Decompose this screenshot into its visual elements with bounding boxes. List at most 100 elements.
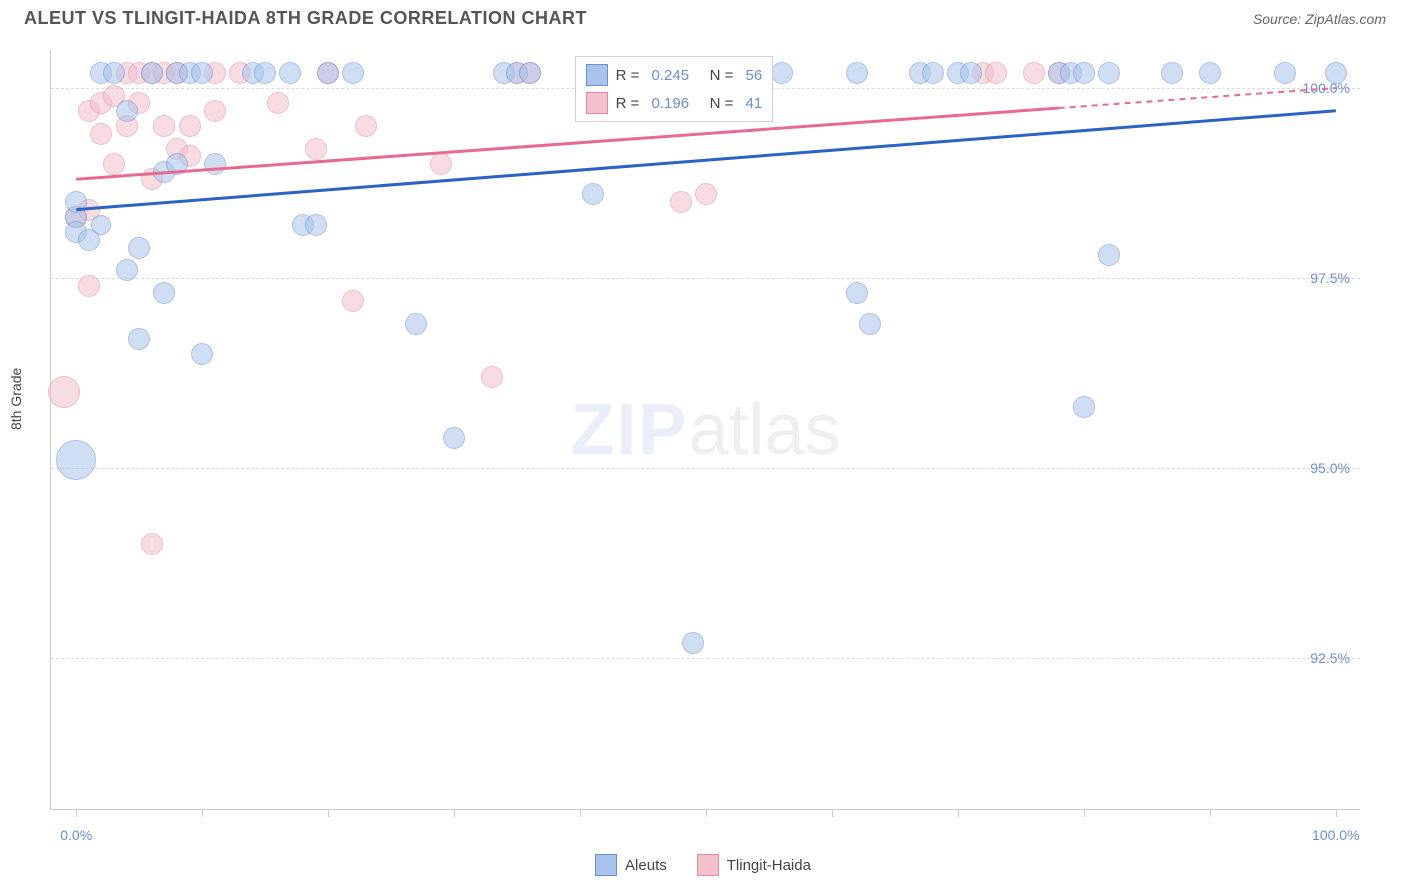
scatter-point-a <box>1098 244 1120 266</box>
xtick <box>1336 809 1337 817</box>
watermark-atlas: atlas <box>688 390 840 470</box>
scatter-point-a <box>191 343 213 365</box>
scatter-point-a <box>116 100 138 122</box>
chart-source: Source: ZipAtlas.com <box>1253 11 1386 27</box>
scatter-point-b <box>204 100 226 122</box>
scatter-point-b <box>179 115 201 137</box>
scatter-point-b <box>355 115 377 137</box>
scatter-point-a <box>65 191 87 213</box>
legend-item-aleuts: Aleuts <box>595 854 667 876</box>
scatter-point-a <box>103 62 125 84</box>
scatter-point-a <box>859 313 881 335</box>
legend-item-tlingit: Tlingit-Haida <box>697 854 811 876</box>
scatter-point-a <box>317 62 339 84</box>
scatter-point-a <box>279 62 301 84</box>
xtick <box>832 809 833 817</box>
scatter-point-a <box>1073 62 1095 84</box>
plot-area: ZIPatlas 92.5%95.0%97.5%100.0%0.0%100.0%… <box>50 50 1360 810</box>
scatter-point-b <box>141 533 163 555</box>
scatter-point-a <box>166 153 188 175</box>
scatter-point-a <box>153 282 175 304</box>
ytick-label: 97.5% <box>1310 270 1350 286</box>
legend-corr-r-value: 0.196 <box>647 95 689 112</box>
xtick-label: 100.0% <box>1312 827 1359 843</box>
xtick <box>1210 809 1211 817</box>
ytick-label: 100.0% <box>1303 80 1350 96</box>
legend-bottom: Aleuts Tlingit-Haida <box>0 854 1406 876</box>
scatter-point-b <box>430 153 452 175</box>
legend-corr-n-value: 56 <box>741 67 762 84</box>
scatter-point-a <box>405 313 427 335</box>
legend-corr-row: R = 0.245 N = 56 <box>586 61 763 89</box>
scatter-point-a <box>519 62 541 84</box>
chart-header: ALEUT VS TLINGIT-HAIDA 8TH GRADE CORRELA… <box>0 0 1406 37</box>
scatter-point-a <box>582 183 604 205</box>
scatter-point-b <box>267 92 289 114</box>
scatter-point-a <box>1098 62 1120 84</box>
scatter-point-b <box>153 115 175 137</box>
scatter-point-a <box>254 62 276 84</box>
scatter-point-a <box>191 62 213 84</box>
legend-corr-n-value: 41 <box>741 95 762 112</box>
ytick-label: 92.5% <box>1310 650 1350 666</box>
scatter-point-b <box>90 123 112 145</box>
legend-correlation: R = 0.245 N = 56R = 0.196 N = 41 <box>575 56 774 122</box>
scatter-point-a <box>128 237 150 259</box>
legend-corr-n-label: N = <box>697 67 733 84</box>
scatter-point-a <box>204 153 226 175</box>
gridline-h <box>51 468 1360 469</box>
legend-swatch-tlingit <box>697 854 719 876</box>
scatter-point-b <box>103 153 125 175</box>
legend-corr-swatch <box>586 64 608 86</box>
gridline-h <box>51 658 1360 659</box>
scatter-point-b <box>305 138 327 160</box>
scatter-point-b <box>481 366 503 388</box>
scatter-point-b <box>670 191 692 213</box>
scatter-point-a <box>922 62 944 84</box>
xtick <box>706 809 707 817</box>
scatter-point-b <box>985 62 1007 84</box>
legend-corr-r-label: R = <box>616 67 640 84</box>
legend-swatch-aleuts <box>595 854 617 876</box>
scatter-point-a <box>1274 62 1296 84</box>
scatter-point-b <box>695 183 717 205</box>
trendlines <box>51 50 1361 810</box>
xtick-label: 0.0% <box>60 827 92 843</box>
scatter-point-a <box>846 282 868 304</box>
gridline-h <box>51 278 1360 279</box>
scatter-point-a <box>91 215 111 235</box>
xtick <box>328 809 329 817</box>
watermark: ZIPatlas <box>570 389 840 471</box>
scatter-point-a <box>116 259 138 281</box>
xtick <box>202 809 203 817</box>
scatter-point-b <box>78 275 100 297</box>
scatter-point-a <box>128 328 150 350</box>
scatter-point-a <box>771 62 793 84</box>
xtick <box>454 809 455 817</box>
scatter-point-a <box>682 632 704 654</box>
scatter-point-a <box>141 62 163 84</box>
legend-corr-row: R = 0.196 N = 41 <box>586 89 763 117</box>
ytick-label: 95.0% <box>1310 460 1350 476</box>
legend-corr-r-value: 0.245 <box>647 67 689 84</box>
y-axis-label: 8th Grade <box>8 368 24 430</box>
legend-corr-swatch <box>586 92 608 114</box>
scatter-point-a <box>56 440 96 480</box>
scatter-point-a <box>1199 62 1221 84</box>
chart-title: ALEUT VS TLINGIT-HAIDA 8TH GRADE CORRELA… <box>24 8 587 29</box>
xtick <box>76 809 77 817</box>
scatter-point-a <box>846 62 868 84</box>
scatter-point-a <box>305 214 327 236</box>
watermark-zip: ZIP <box>570 390 688 470</box>
xtick <box>1084 809 1085 817</box>
scatter-point-a <box>960 62 982 84</box>
xtick <box>580 809 581 817</box>
legend-corr-r-label: R = <box>616 95 640 112</box>
legend-corr-n-label: N = <box>697 95 733 112</box>
scatter-point-a <box>1161 62 1183 84</box>
legend-label-tlingit: Tlingit-Haida <box>727 857 811 874</box>
xtick <box>958 809 959 817</box>
scatter-point-b <box>342 290 364 312</box>
scatter-point-a <box>443 427 465 449</box>
scatter-point-a <box>1073 396 1095 418</box>
